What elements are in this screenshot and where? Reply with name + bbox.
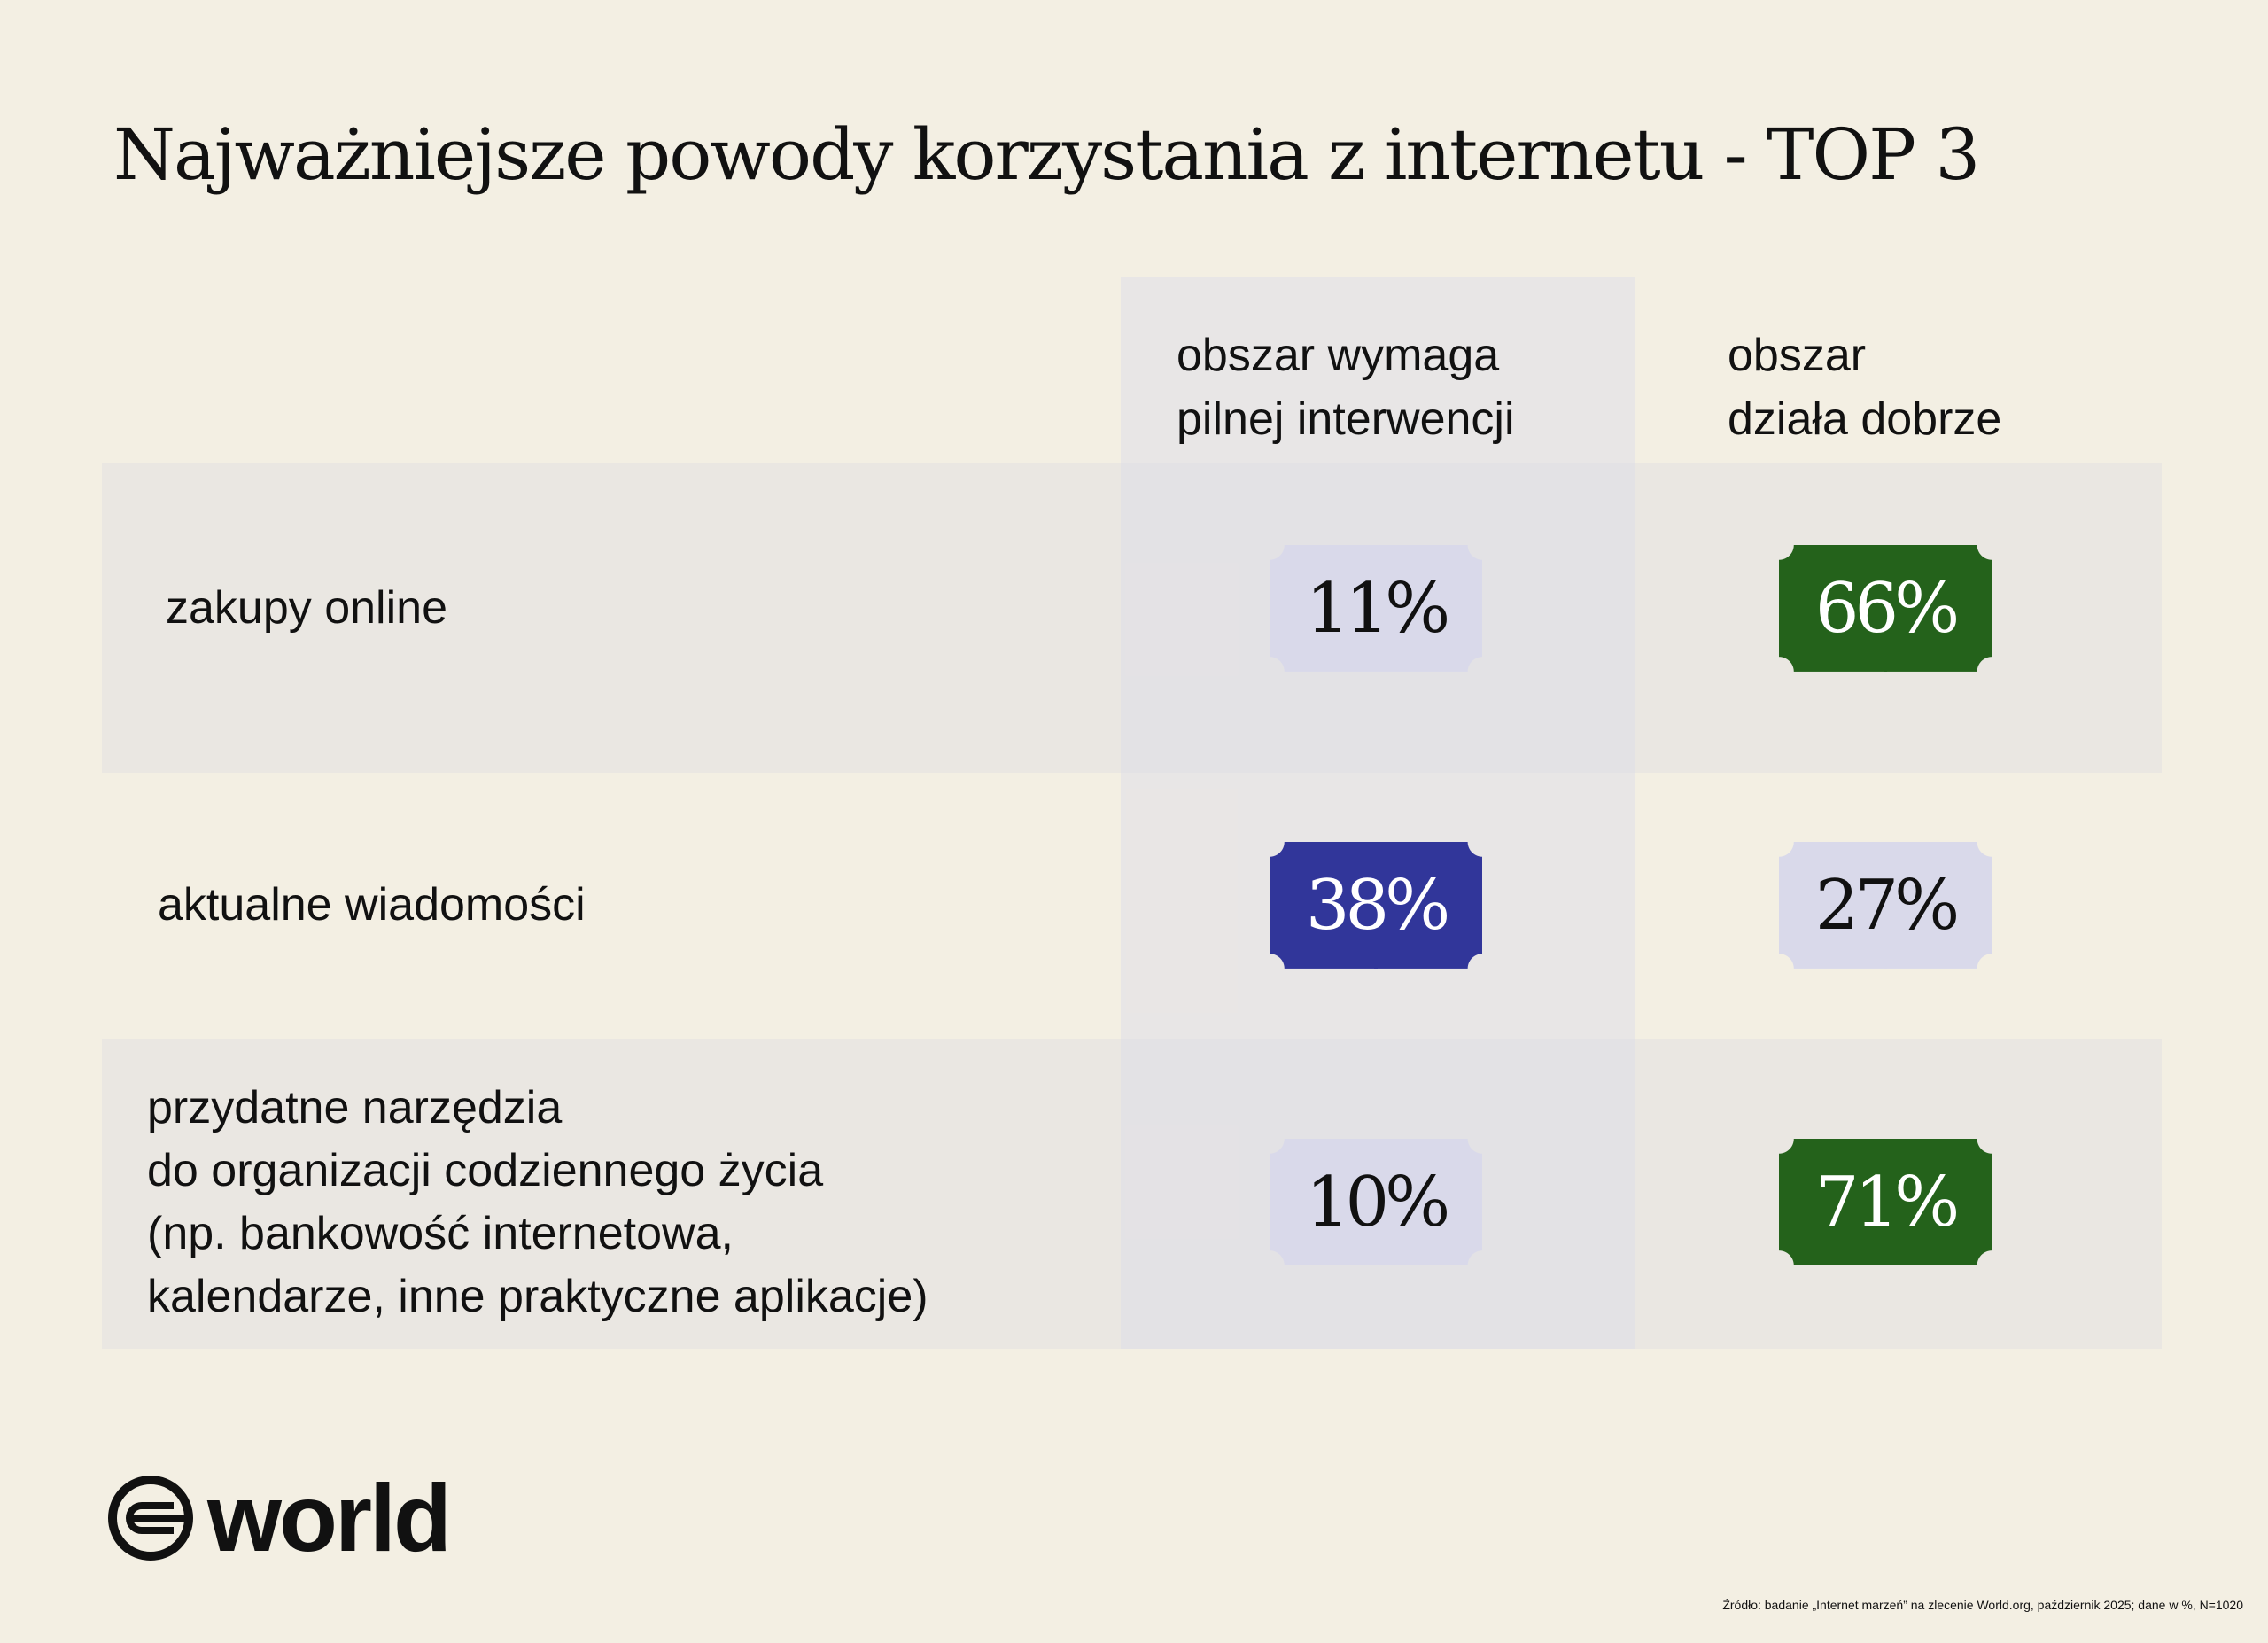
row-label: przydatne narzędzia do organizacji codzi… (147, 1077, 928, 1328)
value-badge: 71% (1779, 1139, 1992, 1265)
row-label: aktualne wiadomości (158, 879, 586, 931)
label-line: do organizacji codziennego życia (147, 1145, 824, 1196)
page-title: Najważniejsze powody korzystania z inter… (113, 113, 1980, 196)
header-line: działa dobrze (1728, 393, 2002, 445)
column-header-good: obszar działa dobrze (1728, 323, 2001, 451)
value-badge: 11% (1270, 545, 1482, 672)
header-line: pilnej interwencji (1177, 393, 1515, 445)
header-line: obszar (1728, 330, 1867, 381)
world-logo: world (106, 1462, 452, 1573)
label-line: (np. bankowość internetowa, (147, 1208, 734, 1259)
row-label: zakupy online (166, 582, 447, 634)
world-logo-icon (108, 1475, 193, 1561)
value-badge: 27% (1779, 842, 1992, 969)
value-badge: 10% (1270, 1139, 1482, 1265)
header-line: obszar wymaga (1177, 330, 1500, 381)
logo-text: world (207, 1464, 452, 1571)
label-line: kalendarze, inne praktyczne aplikacje) (147, 1271, 928, 1322)
value-badge: 66% (1779, 545, 1992, 672)
label-line: przydatne narzędzia (147, 1082, 563, 1133)
source-note: Źródło: badanie „Internet marzeń” na zle… (1722, 1598, 2243, 1612)
column-header-urgent: obszar wymaga pilnej interwencji (1177, 323, 1515, 451)
value-badge: 38% (1270, 842, 1482, 969)
